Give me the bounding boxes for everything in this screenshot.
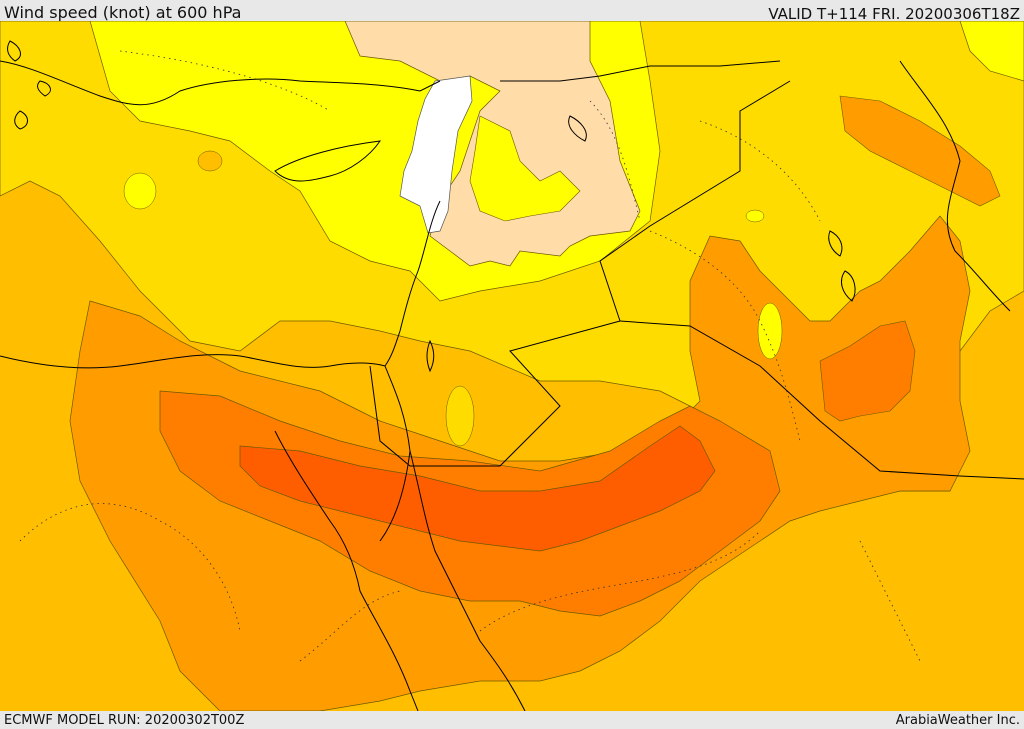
provider-credit: ArabiaWeather Inc.: [895, 713, 1020, 728]
dotted-contours: [19, 50, 921, 662]
contour-gold-spot: [197, 150, 223, 172]
map-header: Wind speed (knot) at 600 hPa VALID T+114…: [0, 0, 1024, 23]
contour-orange: [69, 215, 971, 711]
contour-red-orange: [239, 425, 716, 552]
contour-yellow-pocket: [469, 115, 581, 222]
contour-gold-spot: [445, 385, 475, 447]
map-title: Wind speed (knot) at 600 hPa: [4, 3, 242, 22]
coastlines-borders: [0, 40, 1024, 711]
contour-gold-spot: [745, 209, 765, 223]
contour-white: [399, 75, 473, 234]
contour-dark-orange-east: [819, 320, 916, 422]
model-run: ECMWF MODEL RUN: 20200302T00Z: [4, 713, 245, 728]
contour-yellow-east: [959, 21, 1024, 82]
wind-speed-map: [0, 21, 1024, 711]
contour-orange-east: [839, 95, 1001, 207]
map-footer: ECMWF MODEL RUN: 20200302T00Z ArabiaWeat…: [0, 711, 1024, 729]
valid-time: VALID T+114 FRI. 20200306T18Z: [768, 5, 1020, 23]
contour-gold-spot: [757, 302, 783, 360]
contour-gold-spot: [123, 172, 157, 210]
